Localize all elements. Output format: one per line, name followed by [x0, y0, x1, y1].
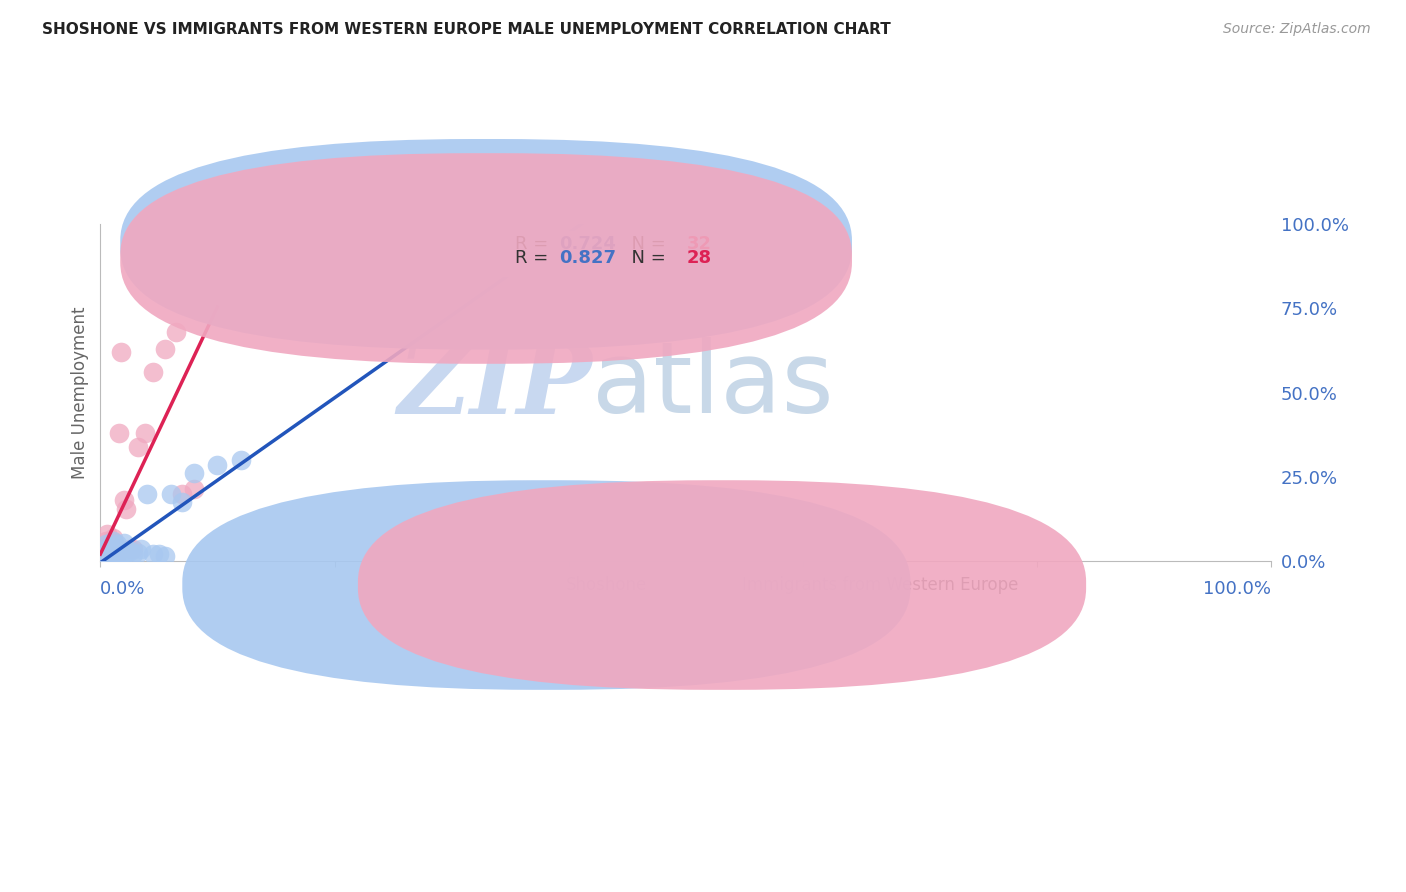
- Point: [91, 549, 114, 563]
- Point: [105, 537, 128, 551]
- Point: [101, 533, 124, 548]
- FancyBboxPatch shape: [183, 480, 911, 690]
- Y-axis label: Male Unemployment: Male Unemployment: [72, 306, 89, 479]
- Point: [101, 546, 124, 560]
- Point: [96, 541, 118, 555]
- Text: Source: ZipAtlas.com: Source: ZipAtlas.com: [1223, 22, 1371, 37]
- Point: [122, 542, 145, 557]
- Point: [103, 549, 125, 563]
- Text: 0.827: 0.827: [560, 250, 616, 268]
- Point: [229, 453, 252, 467]
- Point: [103, 535, 125, 549]
- Point: [91, 544, 114, 558]
- Point: [104, 547, 127, 561]
- Point: [115, 501, 138, 516]
- Point: [100, 547, 122, 561]
- Point: [112, 493, 135, 508]
- Point: [107, 544, 129, 558]
- Point: [104, 550, 127, 565]
- Text: N =: N =: [620, 235, 672, 253]
- Point: [100, 539, 122, 553]
- Point: [93, 547, 115, 561]
- Text: SHOSHONE VS IMMIGRANTS FROM WESTERN EUROPE MALE UNEMPLOYMENT CORRELATION CHART: SHOSHONE VS IMMIGRANTS FROM WESTERN EURO…: [42, 22, 891, 37]
- Point: [94, 546, 117, 560]
- Point: [172, 486, 194, 500]
- Point: [118, 542, 141, 557]
- Point: [98, 541, 121, 555]
- Point: [110, 345, 132, 359]
- Point: [134, 425, 156, 440]
- Point: [105, 546, 128, 560]
- Point: [110, 547, 132, 561]
- Text: Immigrants from Western Europe: Immigrants from Western Europe: [742, 575, 1018, 594]
- Point: [127, 440, 149, 454]
- Point: [108, 425, 131, 440]
- Point: [142, 547, 165, 561]
- Text: 0.724: 0.724: [560, 235, 616, 253]
- Point: [103, 531, 125, 545]
- Point: [96, 537, 118, 551]
- Point: [159, 486, 181, 500]
- Point: [207, 230, 229, 244]
- Point: [97, 542, 120, 557]
- Point: [131, 542, 153, 557]
- Point: [165, 325, 187, 339]
- Point: [107, 542, 129, 557]
- FancyBboxPatch shape: [359, 480, 1085, 690]
- Point: [153, 549, 176, 563]
- Point: [122, 547, 145, 561]
- Text: N =: N =: [620, 250, 672, 268]
- Point: [94, 546, 117, 560]
- Text: 32: 32: [688, 235, 711, 253]
- Text: R =: R =: [515, 250, 554, 268]
- Text: 100.0%: 100.0%: [1204, 580, 1271, 598]
- Point: [115, 546, 138, 560]
- Point: [93, 549, 115, 563]
- Point: [97, 537, 120, 551]
- Point: [148, 547, 170, 561]
- FancyBboxPatch shape: [121, 139, 852, 350]
- Point: [118, 544, 141, 558]
- Point: [142, 365, 165, 379]
- Text: 0.0%: 0.0%: [100, 580, 146, 598]
- Point: [96, 527, 118, 541]
- Text: ZIP: ZIP: [396, 337, 592, 434]
- FancyBboxPatch shape: [121, 153, 852, 364]
- Point: [96, 533, 118, 548]
- FancyBboxPatch shape: [446, 231, 727, 277]
- Point: [103, 533, 125, 548]
- Text: atlas: atlas: [592, 337, 834, 434]
- Point: [110, 549, 132, 563]
- Text: Shoshone: Shoshone: [567, 575, 648, 594]
- Point: [207, 458, 229, 472]
- Point: [98, 544, 121, 558]
- Text: R =: R =: [515, 235, 554, 253]
- Point: [183, 482, 205, 496]
- Point: [153, 342, 176, 356]
- Point: [127, 546, 149, 560]
- Point: [112, 535, 135, 549]
- Point: [172, 495, 194, 509]
- Point: [108, 546, 131, 560]
- Point: [136, 486, 159, 500]
- Text: 28: 28: [688, 250, 711, 268]
- Point: [183, 467, 205, 481]
